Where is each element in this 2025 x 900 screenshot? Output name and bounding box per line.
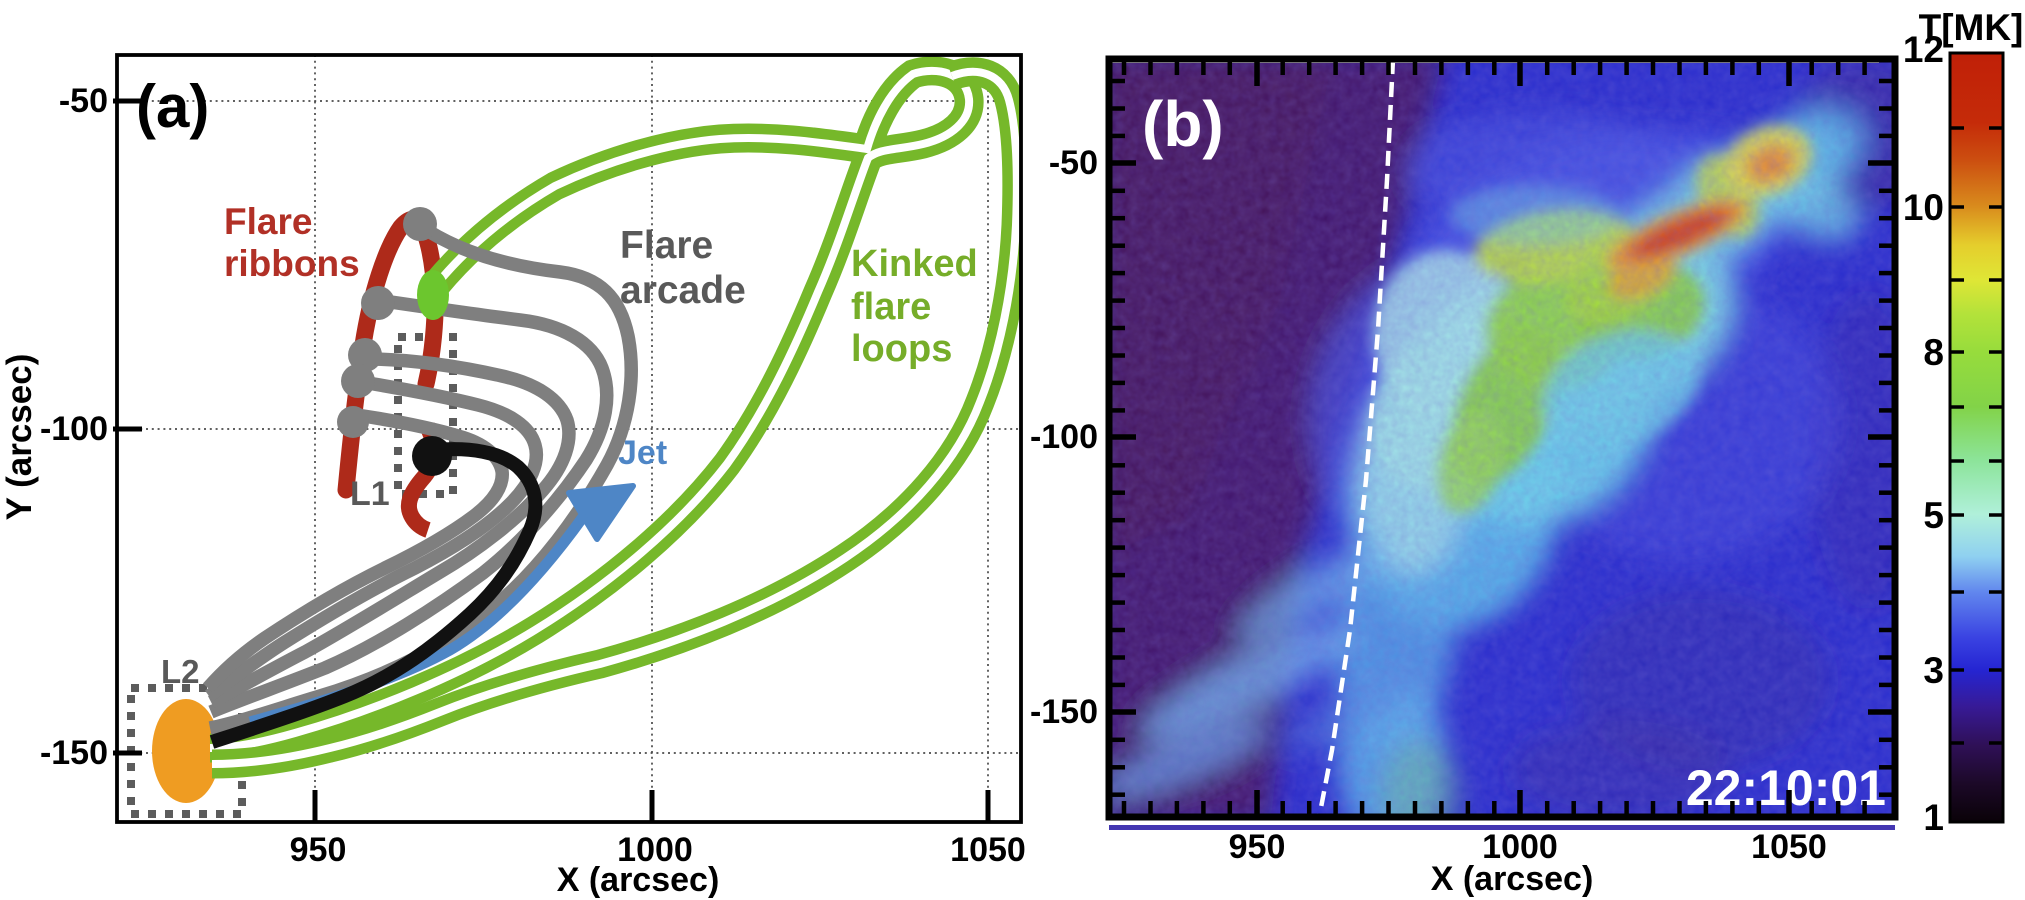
svg-text:-150: -150 <box>1030 693 1098 731</box>
svg-text:-150: -150 <box>40 734 108 772</box>
svg-text:arcade: arcade <box>620 269 746 312</box>
svg-text:1: 1 <box>1923 797 1944 838</box>
svg-text:22:10:01: 22:10:01 <box>1686 760 1886 816</box>
svg-text:5: 5 <box>1923 495 1944 536</box>
svg-text:-50: -50 <box>59 82 108 120</box>
svg-text:-50: -50 <box>1049 144 1098 182</box>
svg-text:X (arcsec): X (arcsec) <box>557 861 720 899</box>
svg-text:950: 950 <box>1229 828 1286 866</box>
svg-text:Kinked: Kinked <box>851 243 978 285</box>
svg-text:T[MK]: T[MK] <box>1919 7 2024 48</box>
svg-text:(b): (b) <box>1142 88 1224 160</box>
svg-text:1000: 1000 <box>617 831 693 869</box>
svg-text:Jet: Jet <box>618 434 667 472</box>
svg-text:ribbons: ribbons <box>224 243 360 284</box>
svg-text:X (arcsec): X (arcsec) <box>1431 860 1594 898</box>
svg-text:L1: L1 <box>350 475 390 513</box>
svg-text:-100: -100 <box>1030 418 1098 456</box>
svg-text:8: 8 <box>1923 332 1944 373</box>
svg-text:Flare: Flare <box>224 201 312 242</box>
svg-text:L2: L2 <box>161 653 200 690</box>
svg-text:12: 12 <box>1903 29 1944 70</box>
svg-text:Flare: Flare <box>620 224 713 267</box>
svg-text:3: 3 <box>1923 650 1944 691</box>
svg-text:Y (arcsec): Y (arcsec) <box>0 354 39 521</box>
svg-text:1050: 1050 <box>1751 828 1827 866</box>
svg-text:950: 950 <box>290 831 347 869</box>
svg-text:(a): (a) <box>136 73 209 140</box>
svg-text:1050: 1050 <box>950 831 1026 869</box>
svg-text:loops: loops <box>851 328 952 370</box>
svg-text:10: 10 <box>1903 187 1944 228</box>
svg-text:1000: 1000 <box>1482 828 1558 866</box>
svg-text:-100: -100 <box>40 410 108 448</box>
svg-text:flare: flare <box>851 286 931 328</box>
